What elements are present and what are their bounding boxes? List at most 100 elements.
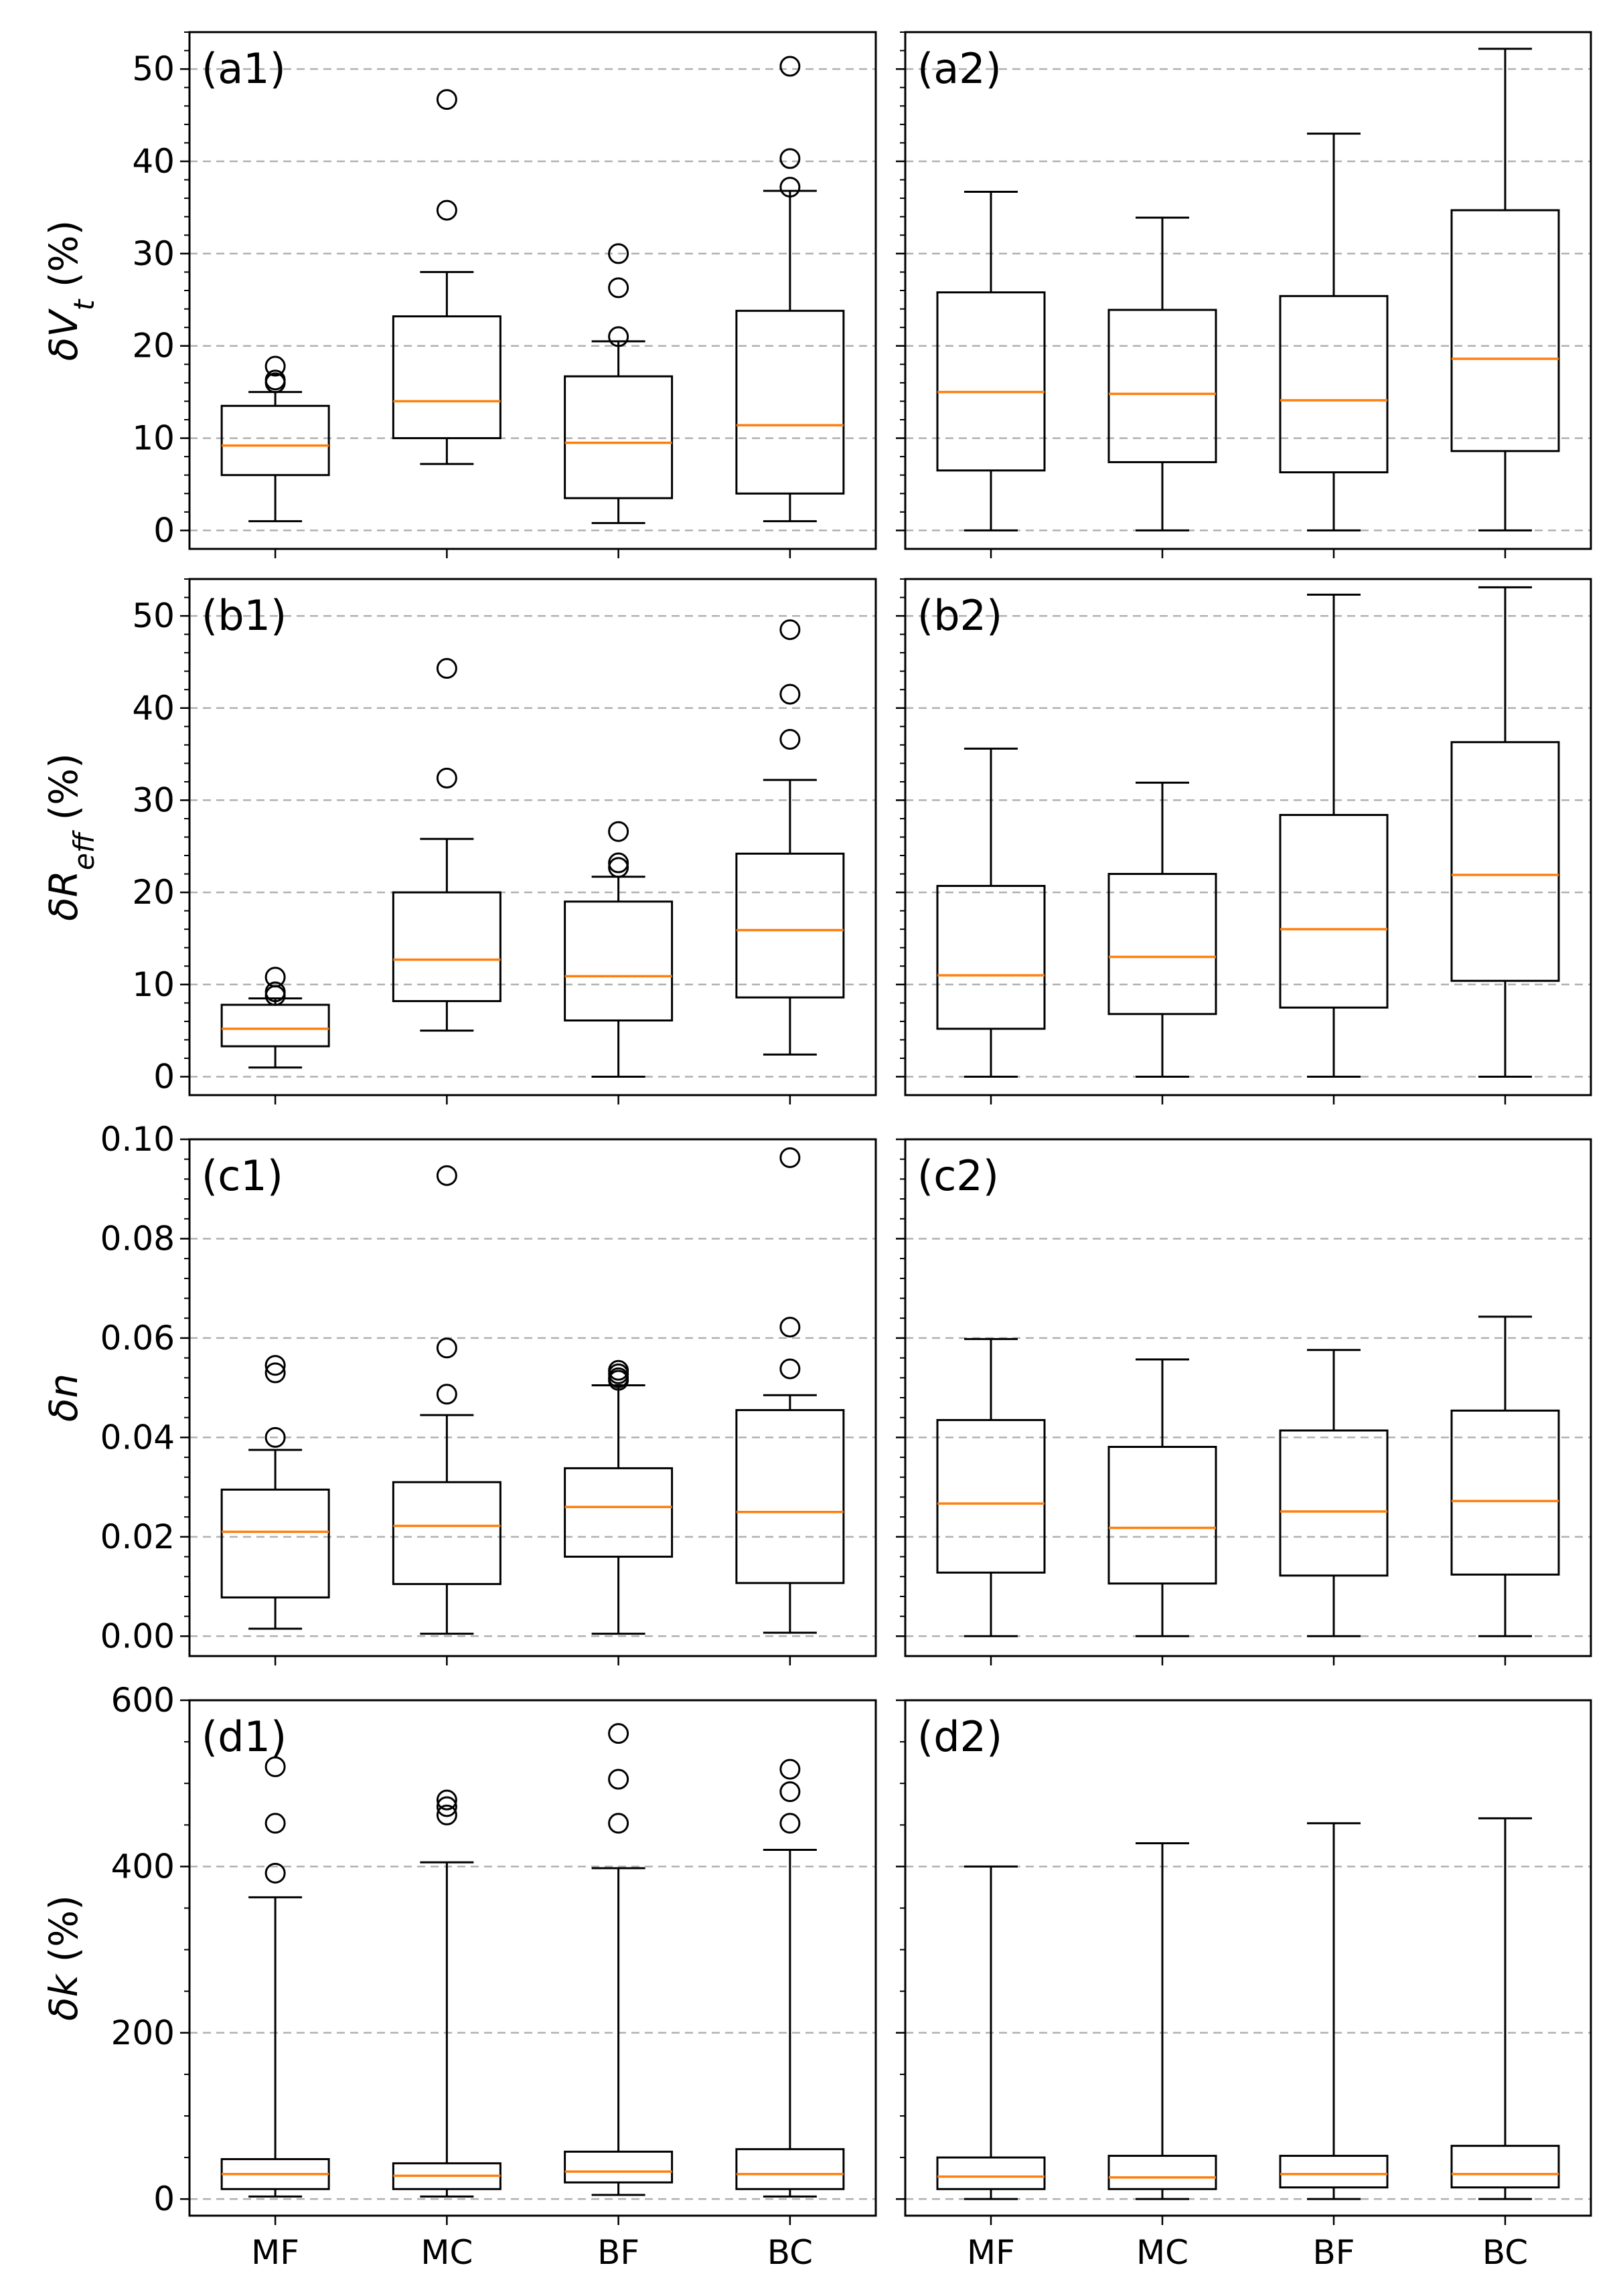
outlier-point bbox=[436, 1384, 457, 1405]
outlier-point bbox=[264, 981, 286, 1003]
outlier-point bbox=[436, 658, 457, 679]
box-BC bbox=[735, 56, 845, 523]
y-tick-label: 40 bbox=[132, 689, 175, 728]
axes-frame bbox=[188, 31, 877, 550]
panel-label: (c1) bbox=[202, 1151, 283, 1200]
box-MC bbox=[392, 1165, 502, 1635]
outlier-point bbox=[264, 355, 286, 377]
y-tick-label: 30 bbox=[132, 781, 175, 819]
x-tick-label-MF: MF bbox=[967, 2233, 1015, 2272]
box-iqr bbox=[1279, 1429, 1389, 1577]
box-BC bbox=[735, 619, 845, 1056]
box-iqr bbox=[392, 891, 502, 1003]
y-axis-label-base: δV bbox=[41, 308, 86, 361]
y-axis-label-base: δR bbox=[41, 870, 86, 921]
outlier-point bbox=[608, 1769, 629, 1790]
outlier-point bbox=[608, 1813, 629, 1834]
outlier-point bbox=[779, 1813, 801, 1834]
outlier-point bbox=[436, 1789, 457, 1811]
outlier-point bbox=[436, 1337, 457, 1359]
box-iqr bbox=[1279, 813, 1389, 1009]
panel-label: (a2) bbox=[917, 44, 1002, 93]
axes-frame bbox=[188, 1138, 877, 1657]
box-iqr bbox=[1450, 741, 1560, 982]
y-tick-label: 50 bbox=[132, 50, 175, 88]
box-BF bbox=[1279, 1822, 1389, 2200]
box-iqr bbox=[392, 315, 502, 440]
box-MC bbox=[1107, 216, 1217, 531]
x-tick-label-BC: BC bbox=[1482, 2233, 1528, 2272]
panel-label: (b2) bbox=[917, 591, 1002, 640]
outlier-point bbox=[608, 326, 629, 347]
y-tick-label: 0 bbox=[153, 511, 175, 550]
box-iqr bbox=[564, 2150, 674, 2184]
y-tick-label: 0 bbox=[153, 2180, 175, 2218]
x-tick-label-BF: BF bbox=[1312, 2233, 1355, 2272]
box-MC bbox=[1107, 781, 1217, 1078]
box-BC bbox=[1450, 586, 1560, 1078]
box-MC bbox=[1107, 1842, 1217, 2200]
box-MF bbox=[220, 355, 330, 523]
outlier-point bbox=[436, 767, 457, 789]
outlier-point bbox=[608, 857, 629, 878]
axes-frame bbox=[904, 1138, 1592, 1657]
y-tick-label: 20 bbox=[132, 327, 175, 365]
outlier-point bbox=[264, 1813, 286, 1834]
box-BC bbox=[735, 1147, 845, 1634]
box-iqr bbox=[564, 900, 674, 1021]
box-iqr bbox=[220, 1488, 330, 1598]
box-iqr bbox=[1107, 873, 1217, 1015]
outlier-point bbox=[264, 1355, 286, 1376]
y-axis-label-unit: (%) bbox=[41, 220, 86, 300]
box-iqr bbox=[735, 2148, 845, 2190]
box-MC bbox=[392, 89, 502, 465]
outlier-point bbox=[779, 1317, 801, 1338]
outlier-point bbox=[608, 243, 629, 264]
y-tick-label: 0.08 bbox=[100, 1219, 175, 1258]
box-BF bbox=[564, 243, 674, 524]
y-tick-label: 200 bbox=[111, 2014, 175, 2052]
box-MC bbox=[1107, 1358, 1217, 1637]
panel-c2: (c2) bbox=[896, 1138, 1592, 1665]
panel-c1: 0.00 0.02 0.04 0.06 0.08 0.10 (c1) δn bbox=[41, 1120, 877, 1665]
box-MF bbox=[936, 1865, 1046, 2200]
box-iqr bbox=[1107, 309, 1217, 463]
x-tick-label-MC: MC bbox=[1136, 2233, 1188, 2272]
box-BF bbox=[1279, 133, 1389, 531]
panel-label: (b1) bbox=[202, 591, 287, 640]
box-BC bbox=[1450, 1817, 1560, 2200]
outlier-point bbox=[264, 370, 286, 391]
outlier-point bbox=[779, 619, 801, 641]
axes-frame bbox=[188, 1699, 877, 2217]
outlier-point bbox=[779, 729, 801, 750]
y-tick-label: 30 bbox=[132, 234, 175, 273]
box-iqr bbox=[564, 1467, 674, 1558]
panel-d1: 0 200 400 600 MF MC BF BC (d1) δk (%) bbox=[41, 1681, 877, 2272]
box-iqr bbox=[735, 852, 845, 999]
box-iqr bbox=[1279, 295, 1389, 474]
box-iqr bbox=[564, 375, 674, 499]
axes-frame bbox=[904, 578, 1592, 1096]
outlier-point bbox=[608, 277, 629, 299]
box-BC bbox=[735, 1758, 845, 2198]
outlier-point bbox=[436, 89, 457, 110]
box-iqr bbox=[735, 309, 845, 495]
y-axis-label-subscript: eff bbox=[68, 829, 100, 870]
y-axis-label: δn bbox=[41, 1374, 86, 1422]
outlier-point bbox=[779, 683, 801, 705]
box-BF bbox=[564, 1360, 674, 1635]
y-tick-label: 0 bbox=[153, 1057, 175, 1096]
box-BF bbox=[1279, 593, 1389, 1078]
box-iqr bbox=[735, 1409, 845, 1584]
outlier-point bbox=[608, 821, 629, 842]
outlier-point bbox=[436, 1796, 457, 1817]
box-iqr bbox=[1107, 1445, 1217, 1585]
y-axis-label: δVt (%) bbox=[41, 220, 100, 361]
y-tick-label: 50 bbox=[132, 596, 175, 635]
box-iqr bbox=[1450, 2145, 1560, 2189]
y-axis-label-base: δn bbox=[41, 1374, 86, 1422]
outlier-point bbox=[608, 852, 629, 874]
outlier-point bbox=[779, 177, 801, 198]
box-MF bbox=[220, 967, 330, 1069]
